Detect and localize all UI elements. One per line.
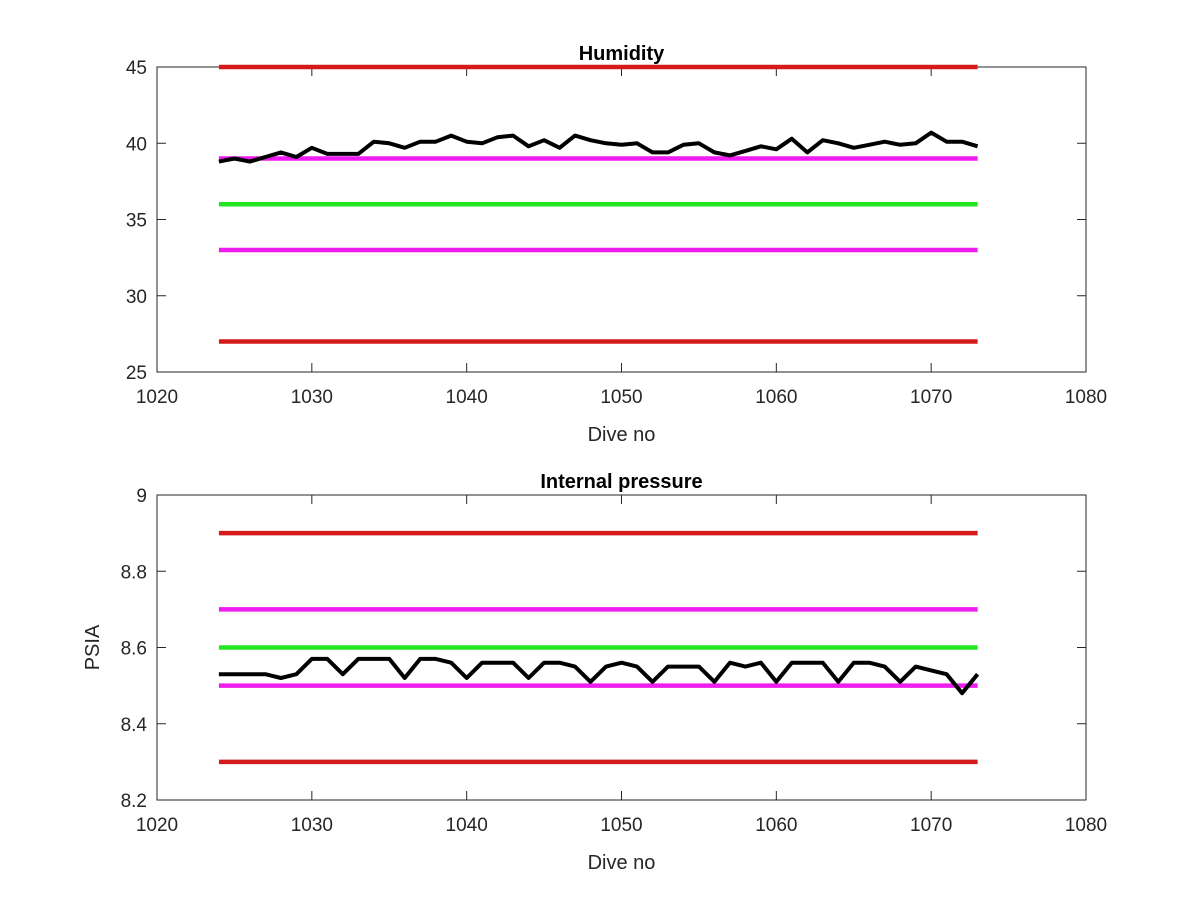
x-tick-label: 1020 (136, 815, 178, 836)
chart-title: Humidity (579, 43, 665, 65)
y-tick-label: 45 (126, 58, 147, 79)
x-tick-label: 1050 (600, 387, 642, 408)
x-tick-label: 1060 (755, 815, 797, 836)
series-line (218, 656, 980, 696)
internal-pressure-panel: 1020 1030 1040 1050 1060 1070 1080 8.2 8.4 8.6 8.8… (82, 471, 1107, 874)
series-line (218, 130, 979, 164)
x-axis-label: Dive no (588, 424, 656, 446)
x-tick-label: 1080 (1065, 815, 1107, 836)
x-tick-label: 1040 (446, 387, 488, 408)
x-tick-label: 1030 (291, 815, 333, 836)
x-tick-label: 1060 (755, 387, 797, 408)
y-tick-label: 9 (136, 486, 147, 507)
y-axis-label: PSIA (82, 624, 104, 670)
y-tick-label: 8.4 (121, 715, 148, 736)
y-tick-label: 25 (126, 363, 147, 384)
x-tick-label: 1050 (600, 815, 642, 836)
y-tick-label: 8.8 (121, 562, 147, 583)
x-tick-label: 1070 (910, 387, 952, 408)
humidity-panel: 1020 1030 1040 1050 1060 1070 1080 25 30 35 40 45 Hu… (126, 43, 1107, 446)
y-tick-label: 30 (126, 287, 147, 308)
y-tick-label: 40 (126, 134, 147, 155)
x-tick-label: 1040 (446, 815, 488, 836)
y-tick-label: 8.6 (121, 639, 147, 660)
x-tick-label: 1080 (1065, 387, 1107, 408)
y-tick-label: 8.2 (121, 791, 147, 812)
x-tick-label: 1020 (136, 387, 178, 408)
x-tick-label: 1030 (291, 387, 333, 408)
chart-title: Internal pressure (540, 471, 702, 493)
plot-area-frame (156, 66, 1087, 373)
x-axis-label: Dive no (588, 852, 656, 874)
y-tick-label: 35 (126, 211, 147, 232)
x-tick-label: 1070 (910, 815, 952, 836)
